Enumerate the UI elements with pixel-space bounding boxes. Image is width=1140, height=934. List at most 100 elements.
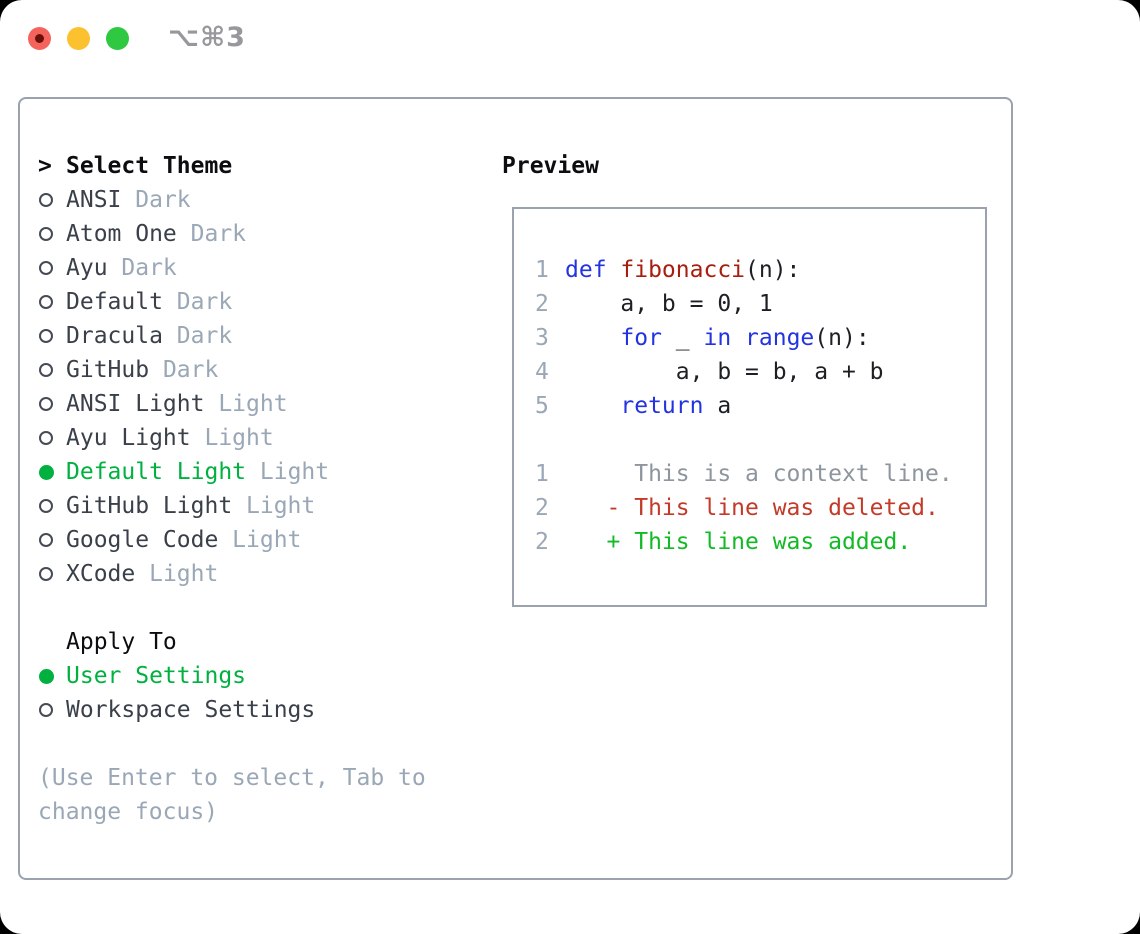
title-bar: ⌥⌘3 [0, 0, 1140, 76]
theme-item-name: Ayu [66, 255, 122, 281]
radio-icon [38, 295, 66, 309]
theme-item-variant: Dark [176, 323, 233, 349]
theme-item-variant: Dark [162, 357, 219, 383]
radio-icon [39, 397, 53, 411]
theme-item-variant: Light [232, 527, 302, 553]
line-number: 2 [535, 495, 549, 521]
code-line: 3 for _ in range(n): [535, 321, 985, 355]
theme-item-name: GitHub Light [66, 493, 247, 519]
code-token-plain [565, 393, 620, 419]
code-token-keyword: def [565, 257, 621, 283]
line-number: 2 [535, 529, 549, 555]
spacer [38, 591, 500, 625]
code-line: 1 This is a context line. [535, 457, 985, 491]
theme-item-name: Default [66, 289, 177, 315]
radio-icon [38, 567, 66, 581]
radio-icon [39, 499, 53, 513]
radio-selected-icon [39, 668, 54, 684]
close-button-icon[interactable] [28, 27, 51, 50]
theme-item-name: Google Code [66, 527, 233, 553]
prompt-icon: > [38, 153, 52, 179]
theme-item[interactable]: XCode Light [38, 557, 500, 591]
line-number: 5 [535, 393, 549, 419]
code-token-function: fibonacci [620, 257, 746, 283]
radio-icon [38, 499, 66, 513]
theme-item-variant: Dark [135, 187, 191, 213]
radio-icon [39, 567, 53, 581]
theme-item-variant: Light [218, 391, 288, 417]
hint-text: (Use Enter to select, Tab to change focu… [38, 765, 426, 825]
theme-list-column: > Select Theme ANSI Dark Atom One Dark Ayu … [20, 149, 500, 878]
code-line: 2 a, b = 0, 1 [535, 287, 985, 321]
code-token-added: + This line was added. [565, 529, 912, 555]
minimize-button-icon[interactable] [67, 27, 90, 50]
theme-item[interactable]: Default Light Light [38, 455, 500, 489]
preview-title: Preview [502, 153, 599, 179]
theme-item-variant: Dark [190, 221, 247, 247]
apply-to-option-label: User Settings [66, 663, 247, 689]
code-token-plain: _ [661, 325, 704, 351]
line-number: 3 [535, 325, 549, 351]
theme-item[interactable]: Ayu Light Light [38, 421, 500, 455]
code-token-keyword: range [745, 325, 815, 351]
code-token-deleted: - This line was deleted. [565, 495, 939, 521]
theme-item-name: GitHub [66, 357, 163, 383]
code-token-plain: a, b = b, a + b [565, 359, 884, 385]
code-token-keyword: in [703, 325, 732, 351]
radio-icon [39, 261, 53, 275]
radio-icon [38, 397, 66, 411]
code-line [535, 423, 985, 457]
radio-selected-icon [39, 464, 54, 480]
line-number: 1 [535, 461, 549, 487]
apply-to-option[interactable]: Workspace Settings [38, 693, 500, 727]
radio-icon [38, 261, 66, 275]
theme-item-variant: Light [246, 493, 316, 519]
theme-picker-panel: > Select Theme ANSI Dark Atom One Dark Ayu … [18, 97, 1013, 880]
select-theme-title: Select Theme [66, 153, 233, 179]
code-line: 1 def fibonacci(n): [535, 253, 985, 287]
zoom-button-icon[interactable] [106, 27, 129, 50]
theme-item-name: ANSI [66, 187, 136, 213]
theme-item[interactable]: GitHub Light Light [38, 489, 500, 523]
apply-to-option[interactable]: User Settings [38, 659, 500, 693]
theme-item-variant: Light [149, 561, 219, 587]
code-token-plain [731, 325, 745, 351]
theme-item[interactable]: Atom One Dark [38, 217, 500, 251]
code-token-plain [565, 325, 620, 351]
theme-item-list: ANSI Dark Atom One Dark Ayu Dark Default Da… [38, 183, 500, 591]
theme-item-name: ANSI Light [66, 391, 219, 417]
radio-icon [38, 363, 66, 377]
code-line: 5 return a [535, 389, 985, 423]
theme-item[interactable]: ANSI Light Light [38, 387, 500, 421]
radio-icon [38, 533, 66, 547]
radio-icon [39, 533, 53, 547]
apply-to-header: Apply To [38, 625, 500, 659]
radio-icon [39, 295, 53, 309]
select-theme-header: > Select Theme [38, 149, 500, 183]
radio-icon [39, 703, 53, 717]
theme-item-name: XCode [66, 561, 150, 587]
radio-icon [38, 329, 66, 343]
theme-item[interactable]: Ayu Dark [38, 251, 500, 285]
theme-item[interactable]: Dracula Dark [38, 319, 500, 353]
theme-item[interactable]: GitHub Dark [38, 353, 500, 387]
apply-to-title: Apply To [66, 629, 177, 655]
radio-icon [39, 329, 53, 343]
close-dot-icon [35, 34, 44, 43]
radio-icon [38, 227, 66, 241]
radio-icon [39, 193, 53, 207]
theme-item[interactable]: Default Dark [38, 285, 500, 319]
spacer [38, 727, 500, 761]
apply-to-option-label: Workspace Settings [66, 697, 316, 723]
theme-item[interactable]: Google Code Light [38, 523, 500, 557]
code-line: 2 - This line was deleted. [535, 491, 985, 525]
code-token-keyword: for [620, 325, 662, 351]
theme-item[interactable]: ANSI Dark [38, 183, 500, 217]
radio-selected-icon [38, 668, 66, 684]
apply-to-option-list: User Settings Workspace Settings [38, 659, 500, 727]
theme-item-variant: Dark [176, 289, 233, 315]
code-line: 4 a, b = b, a + b [535, 355, 985, 389]
code-token-plain: a, b = 0, 1 [565, 291, 773, 317]
